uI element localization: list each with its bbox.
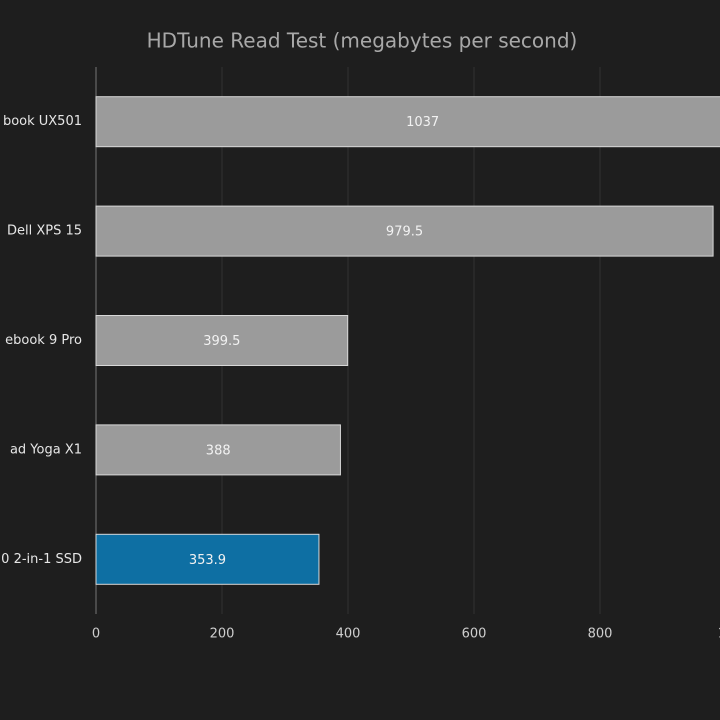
bar (95, 205, 714, 257)
x-tick-label: 10 (718, 627, 720, 642)
y-tick-label: book UX501 (3, 114, 82, 129)
y-tick-label: 0 2-in-1 SSD (1, 552, 82, 567)
bar (95, 533, 320, 585)
x-tick-label: 200 (210, 627, 235, 642)
value-label: 388 (206, 443, 231, 458)
value-label: 353.9 (189, 553, 226, 568)
x-tick-label: 400 (336, 627, 361, 642)
y-tick-label: ebook 9 Pro (5, 333, 82, 348)
value-label: 1037 (406, 115, 439, 130)
x-tick-label: 600 (462, 627, 487, 642)
x-tick-label: 0 (92, 627, 100, 642)
bar (95, 96, 720, 148)
y-tick-label: ad Yoga X1 (10, 442, 82, 457)
bar (95, 315, 349, 366)
chart-title: HDTune Read Test (megabytes per second) (147, 29, 578, 53)
value-label: 979.5 (386, 225, 423, 240)
y-tick-label: Dell XPS 15 (7, 224, 82, 239)
x-tick-label: 800 (588, 627, 613, 642)
value-label: 399.5 (203, 334, 240, 349)
bar (95, 424, 341, 476)
